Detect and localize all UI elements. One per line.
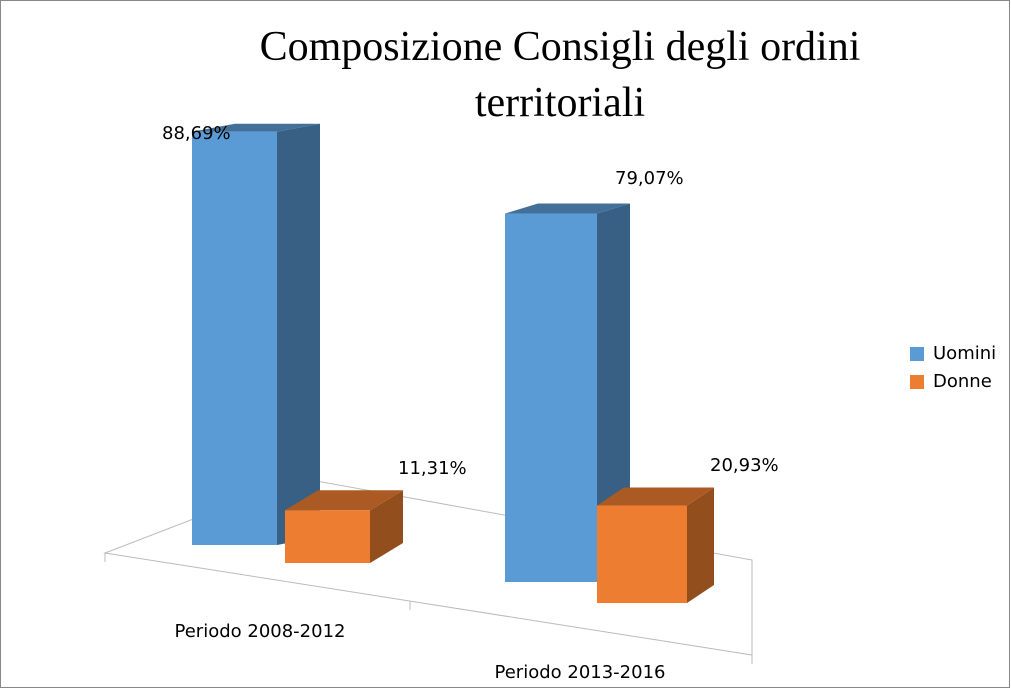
bar-side: [597, 203, 630, 582]
legend-swatch: [910, 375, 924, 389]
data-label: 20,93%: [710, 455, 779, 476]
x-tick-label: Periodo 2013-2016: [495, 662, 666, 683]
data-label: 11,31%: [398, 458, 467, 479]
bar-top: [285, 490, 403, 511]
legend-label: Uomini: [933, 343, 996, 364]
bar: [285, 510, 370, 563]
legend-swatch: [910, 347, 924, 361]
bar: [505, 213, 597, 582]
bar-side: [370, 490, 403, 563]
bar-top: [597, 487, 714, 506]
data-label: 79,07%: [615, 168, 684, 189]
x-tick-label: Periodo 2008-2012: [175, 621, 346, 642]
bar-top: [192, 123, 320, 132]
chart-title: Composizione Consigli degli ordini territ…: [260, 24, 861, 126]
bar-side: [277, 123, 320, 546]
data-label: 88,69%: [162, 123, 231, 144]
bar: [192, 131, 277, 546]
bar-side: [687, 487, 714, 603]
bar: [597, 505, 687, 603]
bar-top: [505, 203, 630, 214]
legend-label: Donne: [933, 371, 992, 392]
